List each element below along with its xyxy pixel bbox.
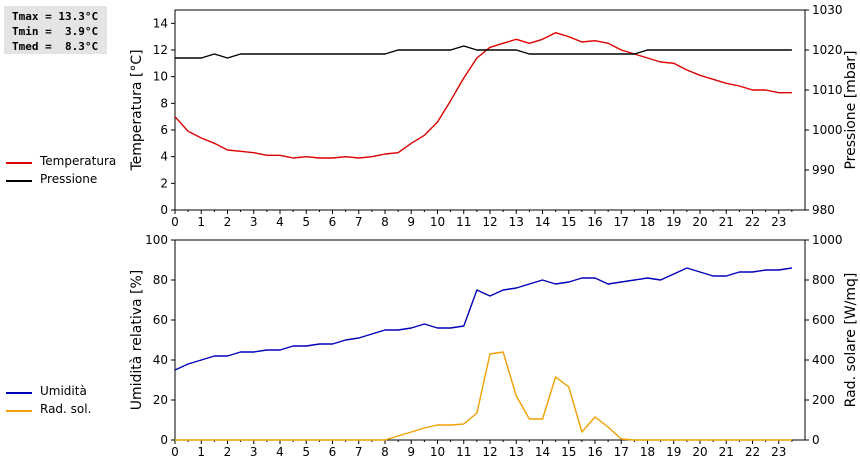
chart1-y-left-tick-label: 6 <box>160 123 168 137</box>
chart2-x-tick-label: 1 <box>197 445 205 459</box>
chart2-x-tick-label: 8 <box>381 445 389 459</box>
chart2-x-tick-label: 16 <box>587 445 602 459</box>
chart2-x-tick-label: 22 <box>745 445 760 459</box>
chart1-x-tick-label: 1 <box>197 215 205 229</box>
chart2-series-1-line <box>174 267 793 371</box>
chart1-x-tick-label: 12 <box>482 215 497 229</box>
chart2-plot-area <box>174 239 806 441</box>
chart1-x-tick-label: 6 <box>329 215 337 229</box>
chart1-x-tick-label: 13 <box>509 215 524 229</box>
chart2-y-right-tick-label: 600 <box>812 313 835 327</box>
chart1-x-tick-label: 15 <box>561 215 576 229</box>
chart2-y-left-tick-label: 80 <box>153 273 168 287</box>
chart1-y-left-tick-label: 4 <box>160 150 168 164</box>
legend-swatch-pressione <box>6 180 32 182</box>
legend-label-umidita: Umidità <box>40 384 87 398</box>
chart2-x-tick-label: 2 <box>224 445 232 459</box>
chart1-y-left-tick-label: 10 <box>153 70 168 84</box>
stats-box: Tmax = 13.3°C Tmin = 3.9°C Tmed = 8.3°C <box>4 6 107 54</box>
chart2-x-tick-label: 15 <box>561 445 576 459</box>
chart1-y-left-tick-label: 14 <box>153 16 168 30</box>
chart2-y-right-tick-label: 200 <box>812 393 835 407</box>
chart2-x-tick-label: 20 <box>692 445 707 459</box>
chart1-series-1-line <box>174 32 792 159</box>
chart1-x-tick-label: 5 <box>302 215 310 229</box>
chart2-y-left-tick-label: 20 <box>153 393 168 407</box>
chart1-x-tick-label: 16 <box>587 215 602 229</box>
chart1-x-tick-label: 22 <box>745 215 760 229</box>
chart1-x-tick-label: 23 <box>771 215 786 229</box>
chart1-y-left-tick-label: 2 <box>160 176 168 190</box>
chart1-x-tick-label: 20 <box>692 215 707 229</box>
chart2-x-tick-label: 17 <box>614 445 629 459</box>
chart2-y-left-tick-label: 0 <box>160 433 168 447</box>
chart1-y-right-tick-label: 990 <box>812 163 835 177</box>
tmed-text: Tmed = 8.3°C <box>12 40 99 53</box>
chart1-x-tick-label: 4 <box>276 215 284 229</box>
chart1-y-left-tick-label: 12 <box>153 43 168 57</box>
chart1-y-left-label: Temperatura [°C] <box>129 49 145 171</box>
chart1-x-tick-label: 7 <box>355 215 363 229</box>
chart2-x-tick-label: 14 <box>535 445 550 459</box>
tmax-text: Tmax = 13.3°C <box>12 10 99 23</box>
chart2-y-right-tick-label: 1000 <box>812 233 843 247</box>
legend-label-pressione: Pressione <box>40 172 98 186</box>
chart2-x-tick-label: 23 <box>771 445 786 459</box>
chart1-x-tick-label: 21 <box>719 215 734 229</box>
chart2-y-right-tick-label: 0 <box>812 433 820 447</box>
chart1-x-tick-label: 3 <box>250 215 258 229</box>
chart1-y-right-tick-label: 1000 <box>812 123 843 137</box>
legend-label-rad-sol: Rad. sol. <box>40 402 92 416</box>
chart1-y-left-tick-label: 8 <box>160 96 168 110</box>
chart2-x-tick-label: 13 <box>509 445 524 459</box>
chart1-y-right-label: Pressione [mbar] <box>843 50 859 169</box>
chart1-x-tick-label: 11 <box>456 215 471 229</box>
chart1-x-tick-label: 19 <box>666 215 681 229</box>
chart2-x-tick-label: 7 <box>355 445 363 459</box>
chart1-x-tick-label: 10 <box>430 215 445 229</box>
chart2-x-tick-label: 10 <box>430 445 445 459</box>
chart1-x-tick-label: 14 <box>535 215 550 229</box>
legend-label-temperatura: Temperatura <box>40 154 117 168</box>
chart2-x-tick-label: 0 <box>171 445 179 459</box>
chart2-x-tick-label: 12 <box>482 445 497 459</box>
chart2-y-left-tick-label: 100 <box>145 233 168 247</box>
chart1-x-tick-label: 18 <box>640 215 655 229</box>
chart2-y-right-label: Rad. solare [W/mq] <box>843 273 859 408</box>
chart1-x-tick-label: 9 <box>407 215 415 229</box>
chart2-y-right-tick-label: 400 <box>812 353 835 367</box>
chart1-x-tick-label: 8 <box>381 215 389 229</box>
chart1-y-right-tick-label: 980 <box>812 203 835 217</box>
chart2-x-tick-label: 19 <box>666 445 681 459</box>
chart2-x-tick-label: 9 <box>407 445 415 459</box>
chart1-x-tick-label: 2 <box>224 215 232 229</box>
chart2-x-tick-label: 18 <box>640 445 655 459</box>
chart2-x-tick-label: 21 <box>719 445 734 459</box>
chart2-x-tick-label: 11 <box>456 445 471 459</box>
chart1-y-right-tick-label: 1030 <box>812 3 843 17</box>
chart2-x-tick-label: 4 <box>276 445 284 459</box>
chart1-x-tick-label: 17 <box>614 215 629 229</box>
tmin-text: Tmin = 3.9°C <box>12 25 99 38</box>
chart2-y-left-label: Umidità relativa [%] <box>129 270 145 411</box>
chart2-y-left-tick-label: 40 <box>153 353 168 367</box>
legend-swatch-temperatura <box>6 162 32 164</box>
chart2-x-tick-label: 3 <box>250 445 258 459</box>
chart1-y-left-tick-label: 0 <box>160 203 168 217</box>
chart2-x-tick-label: 5 <box>302 445 310 459</box>
legend-swatch-rad-sol <box>6 410 32 412</box>
legend-swatch-umidita <box>6 392 32 394</box>
chart2-series-2-line <box>175 351 792 441</box>
chart1-series-2-line <box>175 45 792 59</box>
chart1-x-tick-label: 0 <box>171 215 179 229</box>
chart2-x-tick-label: 6 <box>329 445 337 459</box>
chart2-y-left-tick-label: 60 <box>153 313 168 327</box>
chart1-y-right-tick-label: 1010 <box>812 83 843 97</box>
chart2-y-right-tick-label: 800 <box>812 273 835 287</box>
chart1-y-right-tick-label: 1020 <box>812 43 843 57</box>
chart1-plot-area <box>174 9 806 211</box>
